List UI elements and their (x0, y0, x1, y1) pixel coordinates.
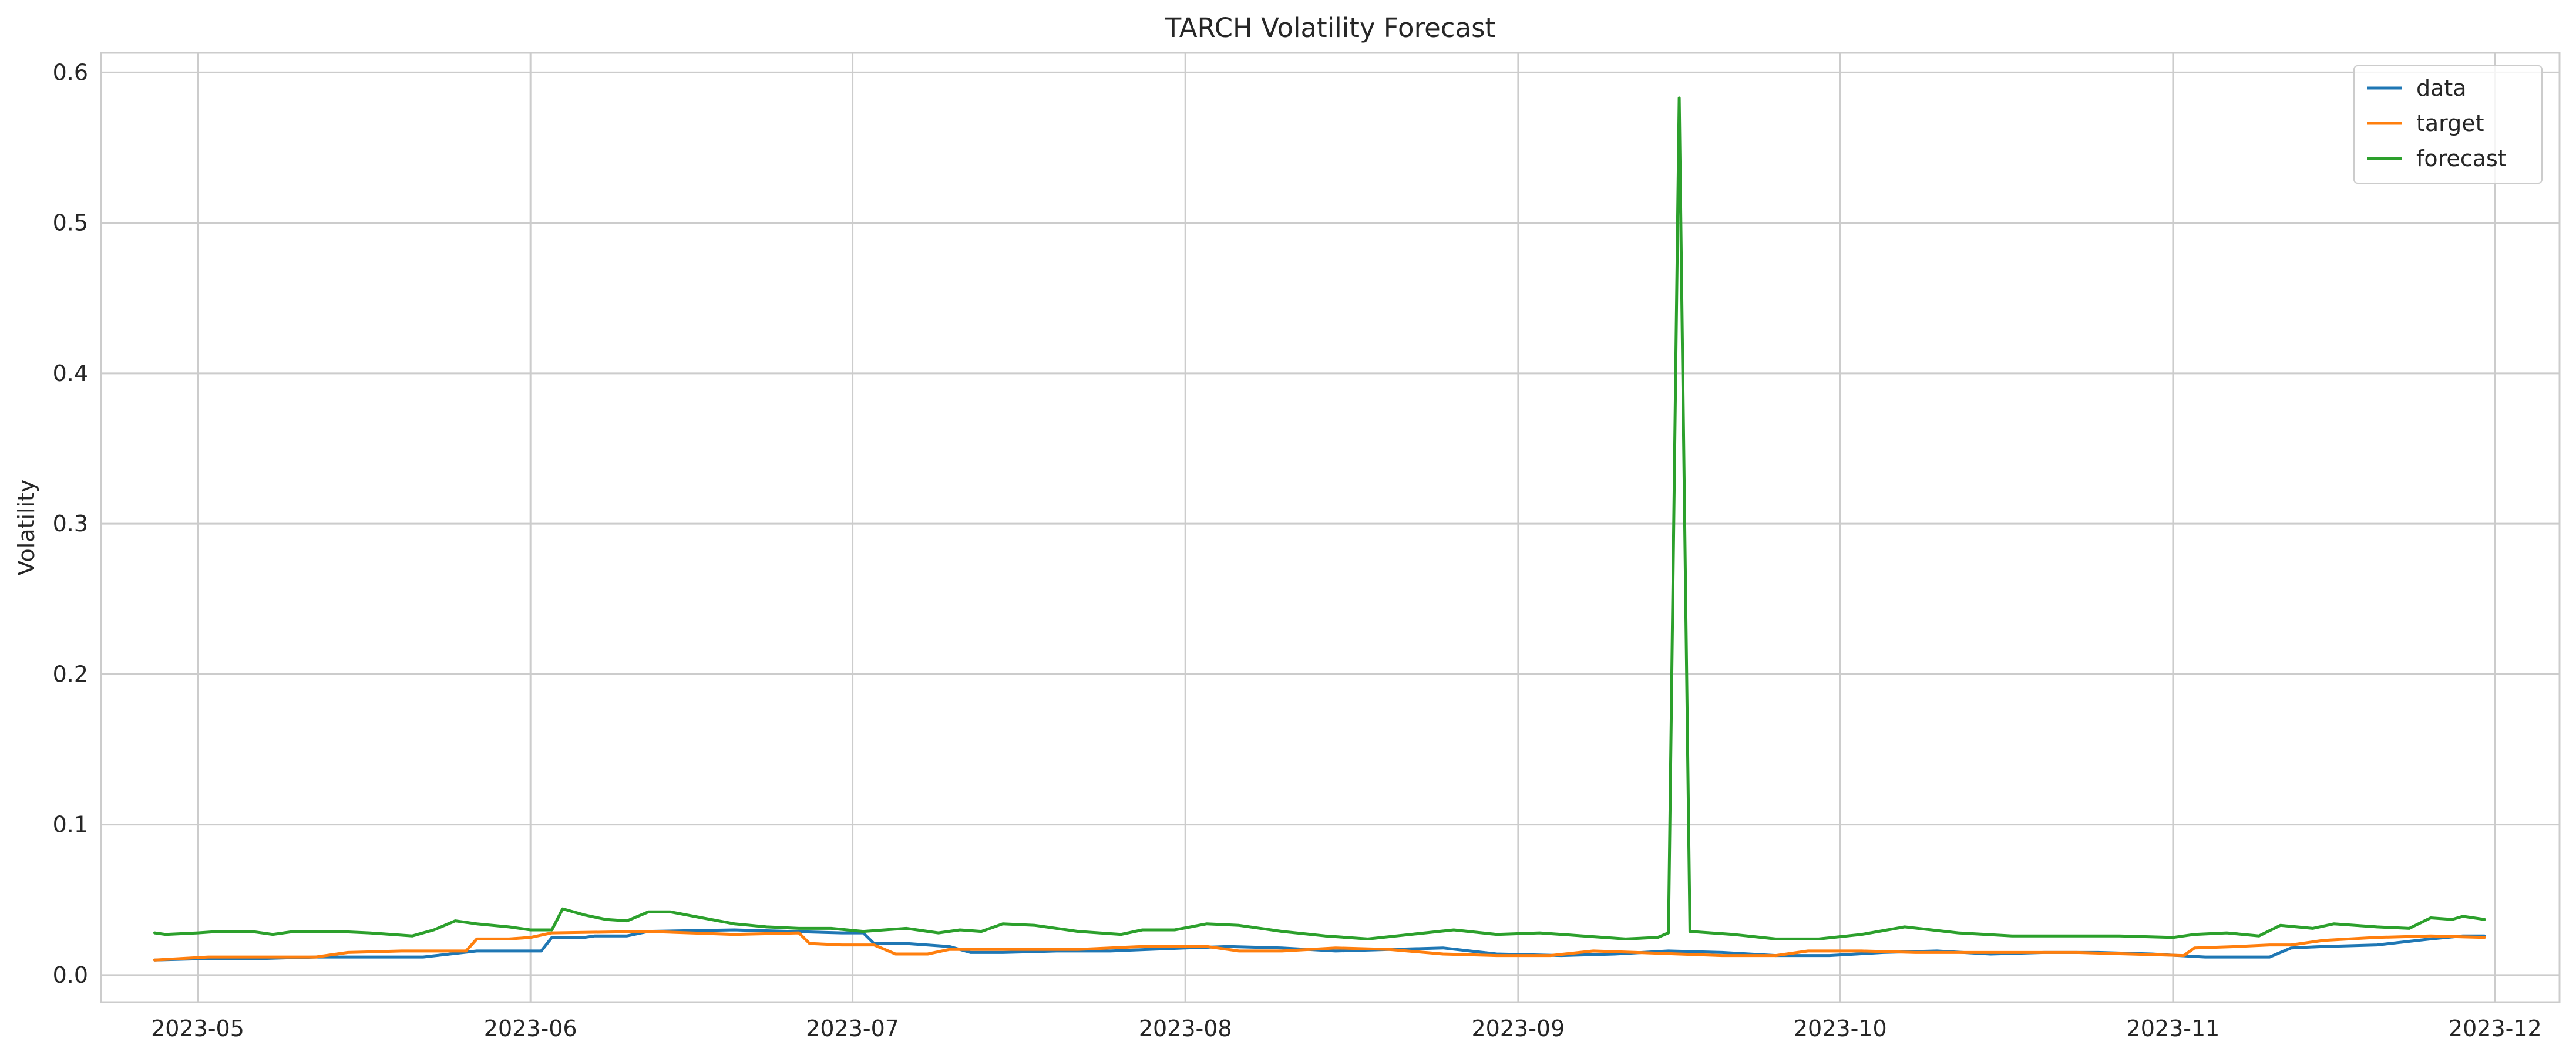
x-tick-label: 2023-12 (2449, 1016, 2542, 1041)
legend-label-data: data (2416, 75, 2467, 101)
y-axis-label: Volatility (14, 479, 39, 575)
x-tick-label: 2023-08 (1139, 1016, 1232, 1041)
x-tick-label: 2023-09 (1472, 1016, 1565, 1041)
y-tick-label: 0.4 (53, 360, 88, 386)
y-tick-label: 0.3 (53, 511, 88, 537)
x-tick-label: 2023-06 (484, 1016, 577, 1041)
series-lines (153, 96, 2486, 962)
grid (101, 53, 2560, 1002)
series-line-target (153, 930, 2486, 962)
x-tick-labels: 2023-05 2023-06 2023-07 2023-08 2023-09 2023-… (151, 1016, 2542, 1041)
legend-label-target: target (2416, 110, 2484, 136)
x-tick-label: 2023-05 (151, 1016, 244, 1041)
x-tick-label: 2023-07 (806, 1016, 899, 1041)
y-tick-label: 0.2 (53, 661, 88, 687)
x-tick-label: 2023-11 (2127, 1016, 2220, 1041)
y-tick-label: 0.0 (53, 962, 88, 988)
y-tick-labels: 0.0 0.1 0.2 0.3 0.4 0.5 0.6 (53, 59, 88, 988)
y-tick-label: 0.6 (53, 59, 88, 85)
legend: data target forecast (2353, 65, 2543, 184)
chart-title: TARCH Volatility Forecast (1165, 12, 1495, 43)
x-tick-label: 2023-10 (1794, 1016, 1887, 1041)
legend-box (2353, 65, 2543, 184)
series-line-forecast (153, 96, 2486, 940)
plot-frame (100, 52, 2561, 1003)
legend-label-forecast: forecast (2416, 146, 2507, 171)
y-tick-label: 0.5 (53, 210, 88, 236)
y-tick-label: 0.1 (53, 812, 88, 838)
